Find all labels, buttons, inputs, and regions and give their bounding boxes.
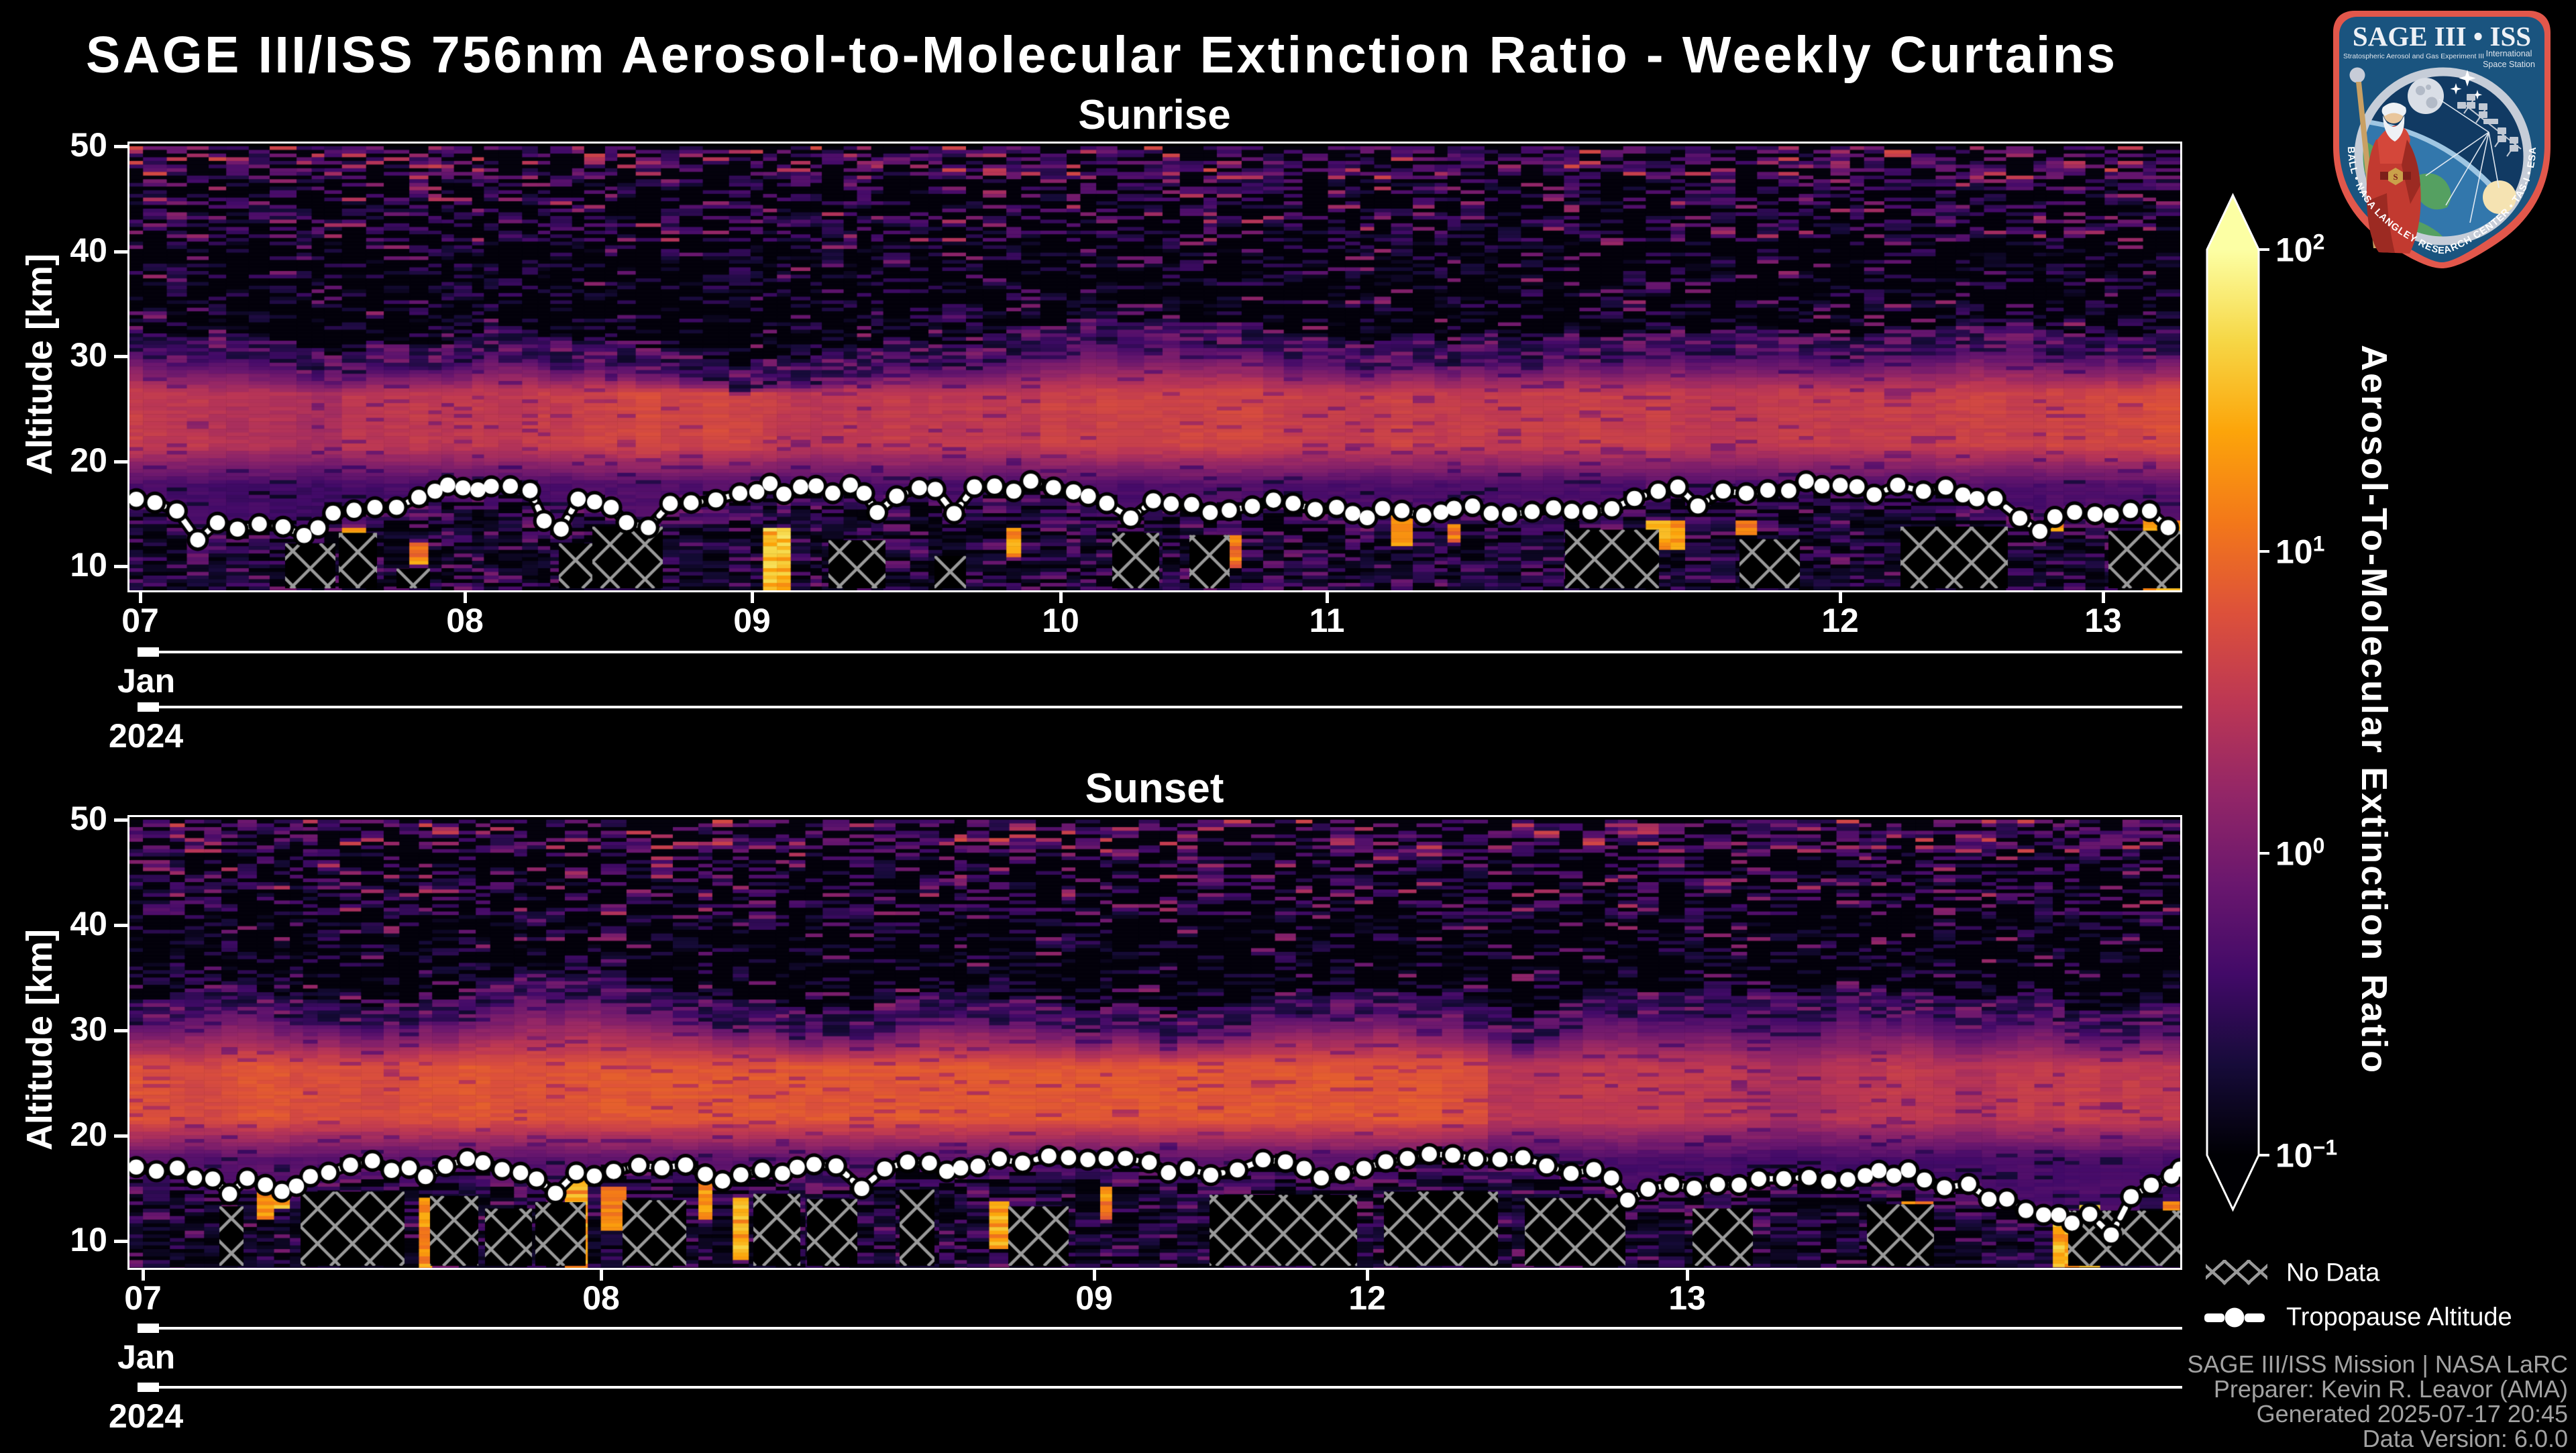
svg-text:S: S — [2393, 172, 2398, 182]
svg-text:Space Station: Space Station — [2483, 60, 2535, 69]
svg-text:Stratospheric Aerosol and Gas: Stratospheric Aerosol and Gas Experiment… — [2343, 52, 2484, 60]
svg-text:International: International — [2486, 49, 2532, 58]
svg-text:SAGE III • ISS: SAGE III • ISS — [2353, 21, 2531, 52]
